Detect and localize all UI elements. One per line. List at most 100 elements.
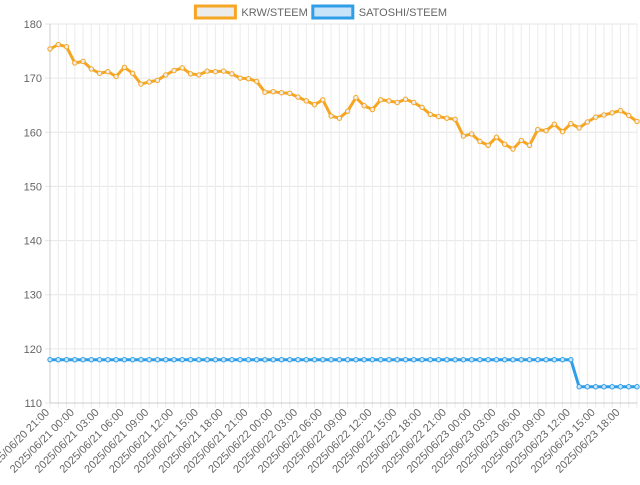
data-point[interactable] xyxy=(146,356,152,363)
data-point[interactable] xyxy=(452,356,458,363)
data-point[interactable] xyxy=(328,113,334,119)
data-point[interactable] xyxy=(287,90,293,97)
data-point[interactable] xyxy=(311,101,318,108)
data-point[interactable] xyxy=(245,75,252,82)
data-point[interactable] xyxy=(353,94,359,101)
data-point[interactable] xyxy=(493,356,500,363)
data-point[interactable] xyxy=(237,356,243,363)
data-point[interactable] xyxy=(55,356,61,363)
data-point[interactable] xyxy=(63,356,70,363)
data-point[interactable] xyxy=(559,129,566,135)
data-point[interactable] xyxy=(303,98,309,104)
data-point[interactable] xyxy=(435,356,442,363)
data-point[interactable] xyxy=(72,356,78,363)
data-point[interactable] xyxy=(468,131,475,137)
legend-item[interactable]: SATOSHI/STEEM xyxy=(311,4,447,20)
data-point[interactable] xyxy=(526,356,533,363)
data-point[interactable] xyxy=(394,356,400,363)
data-point[interactable] xyxy=(601,384,607,390)
data-point[interactable] xyxy=(344,108,351,114)
data-point[interactable] xyxy=(96,70,103,76)
data-point[interactable] xyxy=(129,70,136,76)
data-point[interactable] xyxy=(411,356,417,363)
data-point[interactable] xyxy=(460,133,467,139)
data-point[interactable] xyxy=(502,141,508,147)
data-point[interactable] xyxy=(526,142,533,148)
data-point[interactable] xyxy=(270,88,276,95)
data-point[interactable] xyxy=(171,67,177,74)
data-point[interactable] xyxy=(609,110,615,116)
data-point[interactable] xyxy=(204,68,210,74)
data-point[interactable] xyxy=(196,72,202,78)
data-point[interactable] xyxy=(419,104,425,111)
data-point[interactable] xyxy=(336,356,343,363)
data-point[interactable] xyxy=(402,96,409,102)
data-point[interactable] xyxy=(138,81,144,87)
data-point[interactable] xyxy=(270,356,276,363)
data-point[interactable] xyxy=(592,384,599,390)
data-point[interactable] xyxy=(262,356,268,363)
data-point[interactable] xyxy=(72,60,78,66)
data-point[interactable] xyxy=(634,118,640,125)
data-point[interactable] xyxy=(535,126,541,133)
data-point[interactable] xyxy=(361,103,367,109)
data-point[interactable] xyxy=(427,111,434,118)
data-point[interactable] xyxy=(411,99,417,106)
data-point[interactable] xyxy=(253,356,260,363)
data-point[interactable] xyxy=(386,98,392,104)
data-point[interactable] xyxy=(105,68,111,75)
data-point[interactable] xyxy=(584,119,591,125)
data-point[interactable] xyxy=(220,356,227,363)
data-point[interactable] xyxy=(609,384,615,390)
data-point[interactable] xyxy=(113,356,119,363)
data-point[interactable] xyxy=(626,384,632,390)
data-point[interactable] xyxy=(559,356,566,363)
data-point[interactable] xyxy=(129,356,136,363)
data-point[interactable] xyxy=(344,356,351,363)
data-point[interactable] xyxy=(287,356,293,363)
data-point[interactable] xyxy=(468,356,475,363)
data-point[interactable] xyxy=(402,356,409,363)
data-point[interactable] xyxy=(444,356,450,363)
data-point[interactable] xyxy=(303,356,309,363)
data-point[interactable] xyxy=(477,138,483,145)
data-point[interactable] xyxy=(568,120,574,127)
data-point[interactable] xyxy=(369,106,376,113)
data-point[interactable] xyxy=(386,356,392,363)
legend-item[interactable]: KRW/STEEM xyxy=(193,4,308,20)
data-point[interactable] xyxy=(510,356,516,363)
data-point[interactable] xyxy=(154,356,161,363)
data-point[interactable] xyxy=(568,356,574,363)
data-point[interactable] xyxy=(328,356,334,363)
data-point[interactable] xyxy=(278,90,285,96)
data-point[interactable] xyxy=(212,356,219,363)
data-point[interactable] xyxy=(551,356,558,363)
data-point[interactable] xyxy=(452,116,458,122)
data-point[interactable] xyxy=(535,356,541,363)
data-point[interactable] xyxy=(88,66,95,72)
data-point[interactable] xyxy=(518,137,524,144)
data-point[interactable] xyxy=(378,356,384,363)
data-point[interactable] xyxy=(163,72,169,78)
data-point[interactable] xyxy=(510,146,516,152)
data-point[interactable] xyxy=(196,356,202,363)
data-point[interactable] xyxy=(163,356,169,363)
data-point[interactable] xyxy=(634,384,640,390)
data-point[interactable] xyxy=(179,65,185,71)
data-point[interactable] xyxy=(543,356,549,363)
data-point[interactable] xyxy=(245,356,252,363)
data-point[interactable] xyxy=(187,356,194,363)
data-point[interactable] xyxy=(113,73,119,80)
data-point[interactable] xyxy=(435,113,442,120)
data-point[interactable] xyxy=(320,97,326,103)
data-point[interactable] xyxy=(105,356,111,363)
data-point[interactable] xyxy=(353,356,359,363)
data-point[interactable] xyxy=(121,356,128,363)
data-point[interactable] xyxy=(361,356,367,363)
data-point[interactable] xyxy=(171,356,177,363)
data-point[interactable] xyxy=(55,41,61,48)
data-point[interactable] xyxy=(311,356,318,363)
data-point[interactable] xyxy=(229,71,235,77)
data-point[interactable] xyxy=(146,79,152,85)
data-point[interactable] xyxy=(204,356,210,363)
